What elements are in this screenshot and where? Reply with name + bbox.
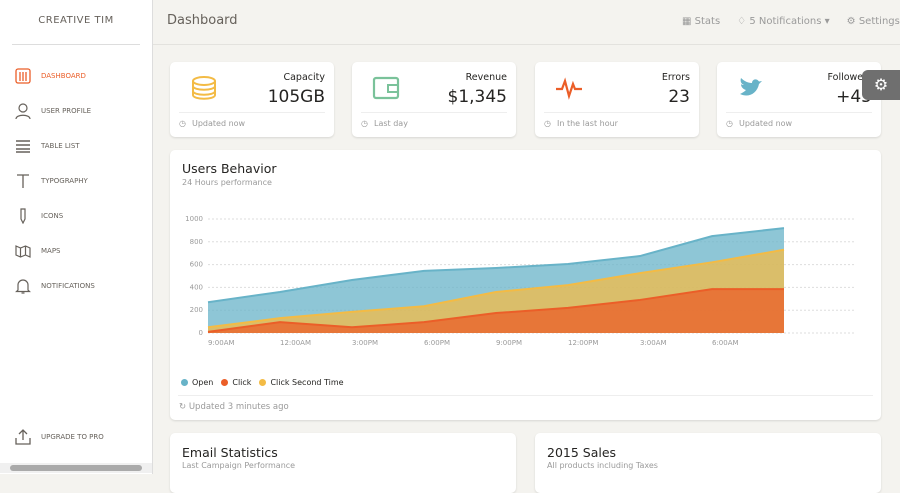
stat-footer: In the last hour: [557, 119, 618, 128]
stat-icon: [740, 78, 762, 96]
divider: [12, 44, 140, 45]
stat-card: Capacity 105GB ◷ Updated now: [170, 62, 334, 137]
chart-card: Users Behavior 24 Hours performance Open…: [170, 150, 881, 420]
chart-subtitle: 24 Hours performance: [182, 178, 272, 187]
nav-link[interactable]: ♢ 5 Notifications ▾: [737, 16, 830, 27]
nav-item[interactable]: DASHBOARD: [41, 72, 86, 80]
stat-value: 105GB: [267, 87, 325, 107]
nav-item[interactable]: ICONS: [41, 212, 64, 220]
scroll-thumb[interactable]: [10, 465, 142, 471]
nav-item[interactable]: UPGRADE TO PRO: [41, 433, 104, 441]
nav-item[interactable]: TYPOGRAPHY: [41, 177, 88, 185]
stat-card: Errors 23 ◷ In the last hour: [535, 62, 699, 137]
stat-footer-icon: ◷: [179, 119, 186, 128]
card-subtitle: Last Campaign Performance: [182, 461, 296, 470]
divider: [544, 112, 690, 113]
icon: [15, 68, 31, 84]
stat-footer: Updated now: [739, 119, 793, 128]
brand[interactable]: CREATIVE TIM: [38, 15, 114, 26]
divider: [153, 44, 900, 45]
stat-footer-icon: ◷: [361, 119, 368, 128]
nav-link[interactable]: ▦ Stats: [682, 16, 721, 27]
nav-link-text: Settings: [858, 16, 900, 27]
legend-label: Click: [232, 378, 252, 387]
stat-icon: [556, 77, 582, 100]
icon: [16, 140, 30, 153]
nav-link[interactable]: ⚙ Settings: [846, 16, 900, 27]
legend-swatch: [259, 379, 267, 386]
scrollbar: [0, 463, 152, 473]
legend: Open Click Click Second Time: [181, 378, 352, 387]
navbar-links: ▦ Stats ♢ 5 Notifications ▾ ⚙ Settings: [682, 16, 900, 27]
icon: [15, 245, 31, 258]
icon: [17, 174, 29, 188]
legend-swatch: [221, 379, 229, 386]
card: Email Statistics Last Campaign Performan…: [170, 433, 516, 493]
icon: [15, 279, 31, 294]
stat-footer-icon: ◷: [726, 119, 733, 128]
stat-value: $1,345: [447, 87, 507, 107]
stat-label: Capacity: [283, 72, 325, 83]
divider: [361, 112, 507, 113]
stat-label: Followers: [827, 72, 873, 83]
stat-footer: Last day: [374, 119, 408, 128]
legend-swatch: [181, 379, 188, 386]
stat-footer: Updated now: [192, 119, 246, 128]
nav-item[interactable]: TABLE LIST: [41, 142, 80, 150]
settings-toggle[interactable]: ⚙: [862, 70, 900, 100]
stat-card: Revenue $1,345 ◷ Last day: [352, 62, 516, 137]
stat-label: Errors: [661, 72, 690, 83]
divider: [726, 112, 872, 113]
stat-icon: [192, 76, 216, 100]
nav-item[interactable]: NOTIFICATIONS: [41, 282, 95, 290]
nav-link-text: 5 Notifications: [749, 16, 822, 27]
legend-item: Click: [221, 378, 251, 387]
chart-footer-text: Updated 3 minutes ago: [188, 402, 289, 412]
card-title: Email Statistics: [182, 445, 278, 460]
stat-value: 23: [668, 87, 690, 107]
stat-footer-icon: ◷: [544, 119, 551, 128]
divider: [179, 112, 325, 113]
legend-item: Open: [181, 378, 213, 387]
icon: [15, 429, 31, 445]
icon: [20, 208, 26, 224]
legend-item: Click Second Time: [259, 378, 344, 387]
card: 2015 Sales All products including Taxes: [535, 433, 881, 493]
page-title: Dashboard: [167, 13, 238, 28]
legend-label: Open: [192, 378, 214, 387]
stat-card: Followers +45 ◷ Updated now: [717, 62, 881, 137]
sidebar: CREATIVE TIM DASHBOARD USER PROFILE TABL…: [0, 0, 153, 474]
chart-title: Users Behavior: [182, 161, 277, 176]
card-subtitle: All products including Taxes: [547, 461, 658, 470]
stat-icon: [372, 76, 400, 100]
stat-label: Revenue: [465, 72, 507, 83]
card-title: 2015 Sales: [547, 445, 617, 460]
legend-label: Click Second Time: [270, 378, 344, 387]
icon: [15, 103, 31, 119]
nav-item[interactable]: USER PROFILE: [41, 107, 92, 115]
divider: [178, 395, 873, 396]
nav-item[interactable]: MAPS: [41, 247, 61, 255]
nav-link-text: Stats: [694, 16, 721, 27]
chart-footer: ↻ Updated 3 minutes ago: [179, 402, 289, 412]
